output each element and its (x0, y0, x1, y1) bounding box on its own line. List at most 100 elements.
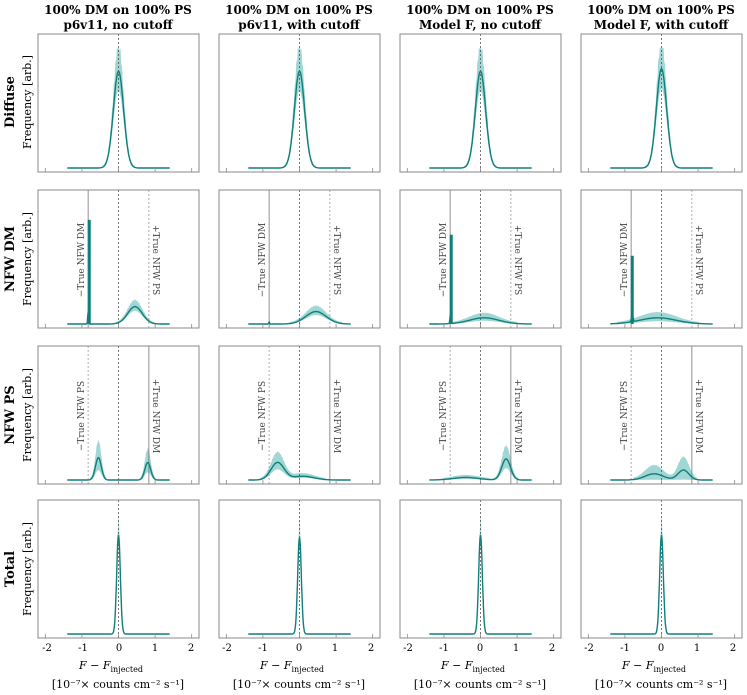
panel-r4-c3 (399, 499, 562, 639)
ref-line-label: −True NFW PS (620, 381, 630, 451)
ref-line-label: +True NFW PS (693, 225, 703, 295)
median-line (429, 458, 532, 481)
spike-bar (449, 234, 453, 324)
xtick-c1-m1: -1 (78, 643, 88, 654)
xtick-c4-0: 0 (658, 643, 664, 654)
median-line (610, 534, 713, 635)
panel-r2-c4: −True NFW DM +True NFW PS (580, 189, 743, 329)
ref-line-label: −True NFW PS (77, 381, 87, 451)
ylabel-row-2: Frequency [arb.] (21, 212, 34, 306)
col-title-3-line1: 100% DM on 100% PS (406, 3, 554, 17)
panel-r3-c4: −True NFW PS +True NFW DM (580, 345, 743, 485)
median-line (429, 534, 532, 635)
ref-line-label: −True NFW DM (439, 223, 449, 298)
xlabel-c2: F − Finjected (259, 659, 324, 674)
col-title-1-line1: 100% DM on 100% PS (44, 3, 192, 17)
xtick-c3-p1: 1 (513, 643, 519, 654)
col-title-2-line2: p6v11, with cutoff (238, 18, 361, 32)
ref-line-label: −True NFW DM (258, 223, 268, 298)
xlabel-c3: F − Finjected (440, 659, 505, 674)
xlabel-c4-main: F − F (621, 659, 654, 672)
median-line (248, 461, 351, 481)
panel-grid: −True NFW DM +True NFW PS −True NFW PS +Tru… (37, 33, 743, 639)
xlabel-c1-units: [10⁻⁷× counts cm⁻² s⁻¹] (52, 678, 184, 691)
spike-bar (630, 255, 634, 324)
xtick-c1-m2: -2 (42, 643, 52, 654)
xtick-c1-0: 0 (116, 643, 122, 654)
col-title-1-line2: p6v11, no cutoff (63, 18, 173, 32)
xtick-c1-p2: 2 (188, 643, 194, 654)
panel-r1-c2 (218, 33, 381, 173)
xlabel-c1-main: F − F (78, 659, 111, 672)
median-line (67, 305, 170, 325)
median-line (248, 537, 351, 635)
uncertainty-band (248, 451, 351, 480)
xtick-c4-p1: 1 (694, 643, 700, 654)
xlabel-c2-units: [10⁻⁷× counts cm⁻² s⁻¹] (233, 678, 365, 691)
panel-r2-c1: −True NFW DM +True NFW PS (37, 189, 200, 329)
panel-r4-c1 (37, 499, 200, 639)
median-line (67, 534, 170, 635)
xlabel-c4: F − Finjected (621, 659, 686, 674)
row-title-nfw-dm: NFW DM (3, 226, 18, 292)
xlabel-c3-sub: injected (473, 665, 505, 674)
panel-r1-c3 (399, 33, 562, 173)
panel-r3-c3: −True NFW PS +True NFW DM (399, 345, 562, 485)
ref-line-label: −True NFW DM (77, 223, 87, 298)
xlabel-c4-units: [10⁻⁷× counts cm⁻² s⁻¹] (595, 678, 727, 691)
ref-line-label: +True NFW DM (512, 379, 522, 454)
xtick-c3-m1: -1 (439, 643, 449, 654)
xtick-c1-p1: 1 (152, 643, 158, 654)
xtick-c2-p2: 2 (368, 643, 374, 654)
ref-line-label: +True NFW PS (150, 225, 160, 295)
ref-line-label: +True NFW DM (150, 379, 160, 454)
xlabel-c1-sub: injected (111, 665, 143, 674)
ref-line-label: +True NFW PS (331, 225, 341, 295)
xtick-c2-0: 0 (296, 643, 302, 654)
xtick-c2-m1: -1 (258, 643, 268, 654)
panel-r3-c1: −True NFW PS +True NFW DM (37, 345, 200, 485)
x-axis-labels: F − Finjected [10⁻⁷× counts cm⁻² s⁻¹] F … (52, 659, 727, 691)
panel-r2-c2: −True NFW DM +True NFW PS (218, 189, 381, 329)
xtick-c4-p2: 2 (730, 643, 736, 654)
xtick-c4-m2: -2 (584, 643, 594, 654)
uncertainty-band (429, 444, 532, 480)
ylabel-row-3: Frequency [arb.] (21, 368, 34, 462)
col-title-4-line2: Model F, with cutoff (594, 18, 730, 32)
spike-bar (87, 219, 91, 324)
ref-line-label: −True NFW PS (258, 381, 268, 451)
xlabel-c4-sub: injected (654, 665, 686, 674)
xtick-c2-p1: 1 (332, 643, 338, 654)
uncertainty-band (610, 456, 713, 480)
median-line (610, 67, 713, 169)
panel-r1-c1 (37, 33, 200, 173)
xtick-c3-0: 0 (477, 643, 483, 654)
col-title-3-line2: Model F, no cutoff (419, 18, 542, 32)
panel-r3-c2: −True NFW PS +True NFW DM (218, 345, 381, 485)
ref-line-label: +True NFW PS (512, 225, 522, 295)
uncertainty-band (67, 299, 170, 324)
median-line (67, 70, 170, 169)
median-line (248, 310, 351, 325)
xtick-c4-m1: -1 (620, 643, 630, 654)
xlabel-c3-main: F − F (440, 659, 473, 672)
ref-line-label: +True NFW DM (693, 379, 703, 454)
xtick-c3-m2: -2 (403, 643, 413, 654)
panel-r2-c3: −True NFW DM +True NFW PS (399, 189, 562, 329)
row-title-nfw-ps: NFW PS (3, 385, 18, 444)
col-title-4-line1: 100% DM on 100% PS (587, 3, 735, 17)
ref-line-label: +True NFW DM (331, 379, 341, 454)
xlabel-c2-sub: injected (292, 665, 324, 674)
xlabel-c1: F − Finjected (78, 659, 143, 674)
ylabel-row-1: Frequency [arb.] (21, 55, 34, 149)
xlabel-c2-main: F − F (259, 659, 292, 672)
median-line (610, 313, 713, 325)
median-line (429, 70, 532, 169)
ref-line-label: −True NFW PS (439, 381, 449, 451)
panel-r4-c4 (580, 499, 743, 639)
ref-line-label: −True NFW DM (620, 223, 630, 298)
xlabel-c3-units: [10⁻⁷× counts cm⁻² s⁻¹] (414, 678, 546, 691)
median-line (429, 313, 532, 325)
row-title-diffuse: Diffuse (3, 76, 18, 128)
